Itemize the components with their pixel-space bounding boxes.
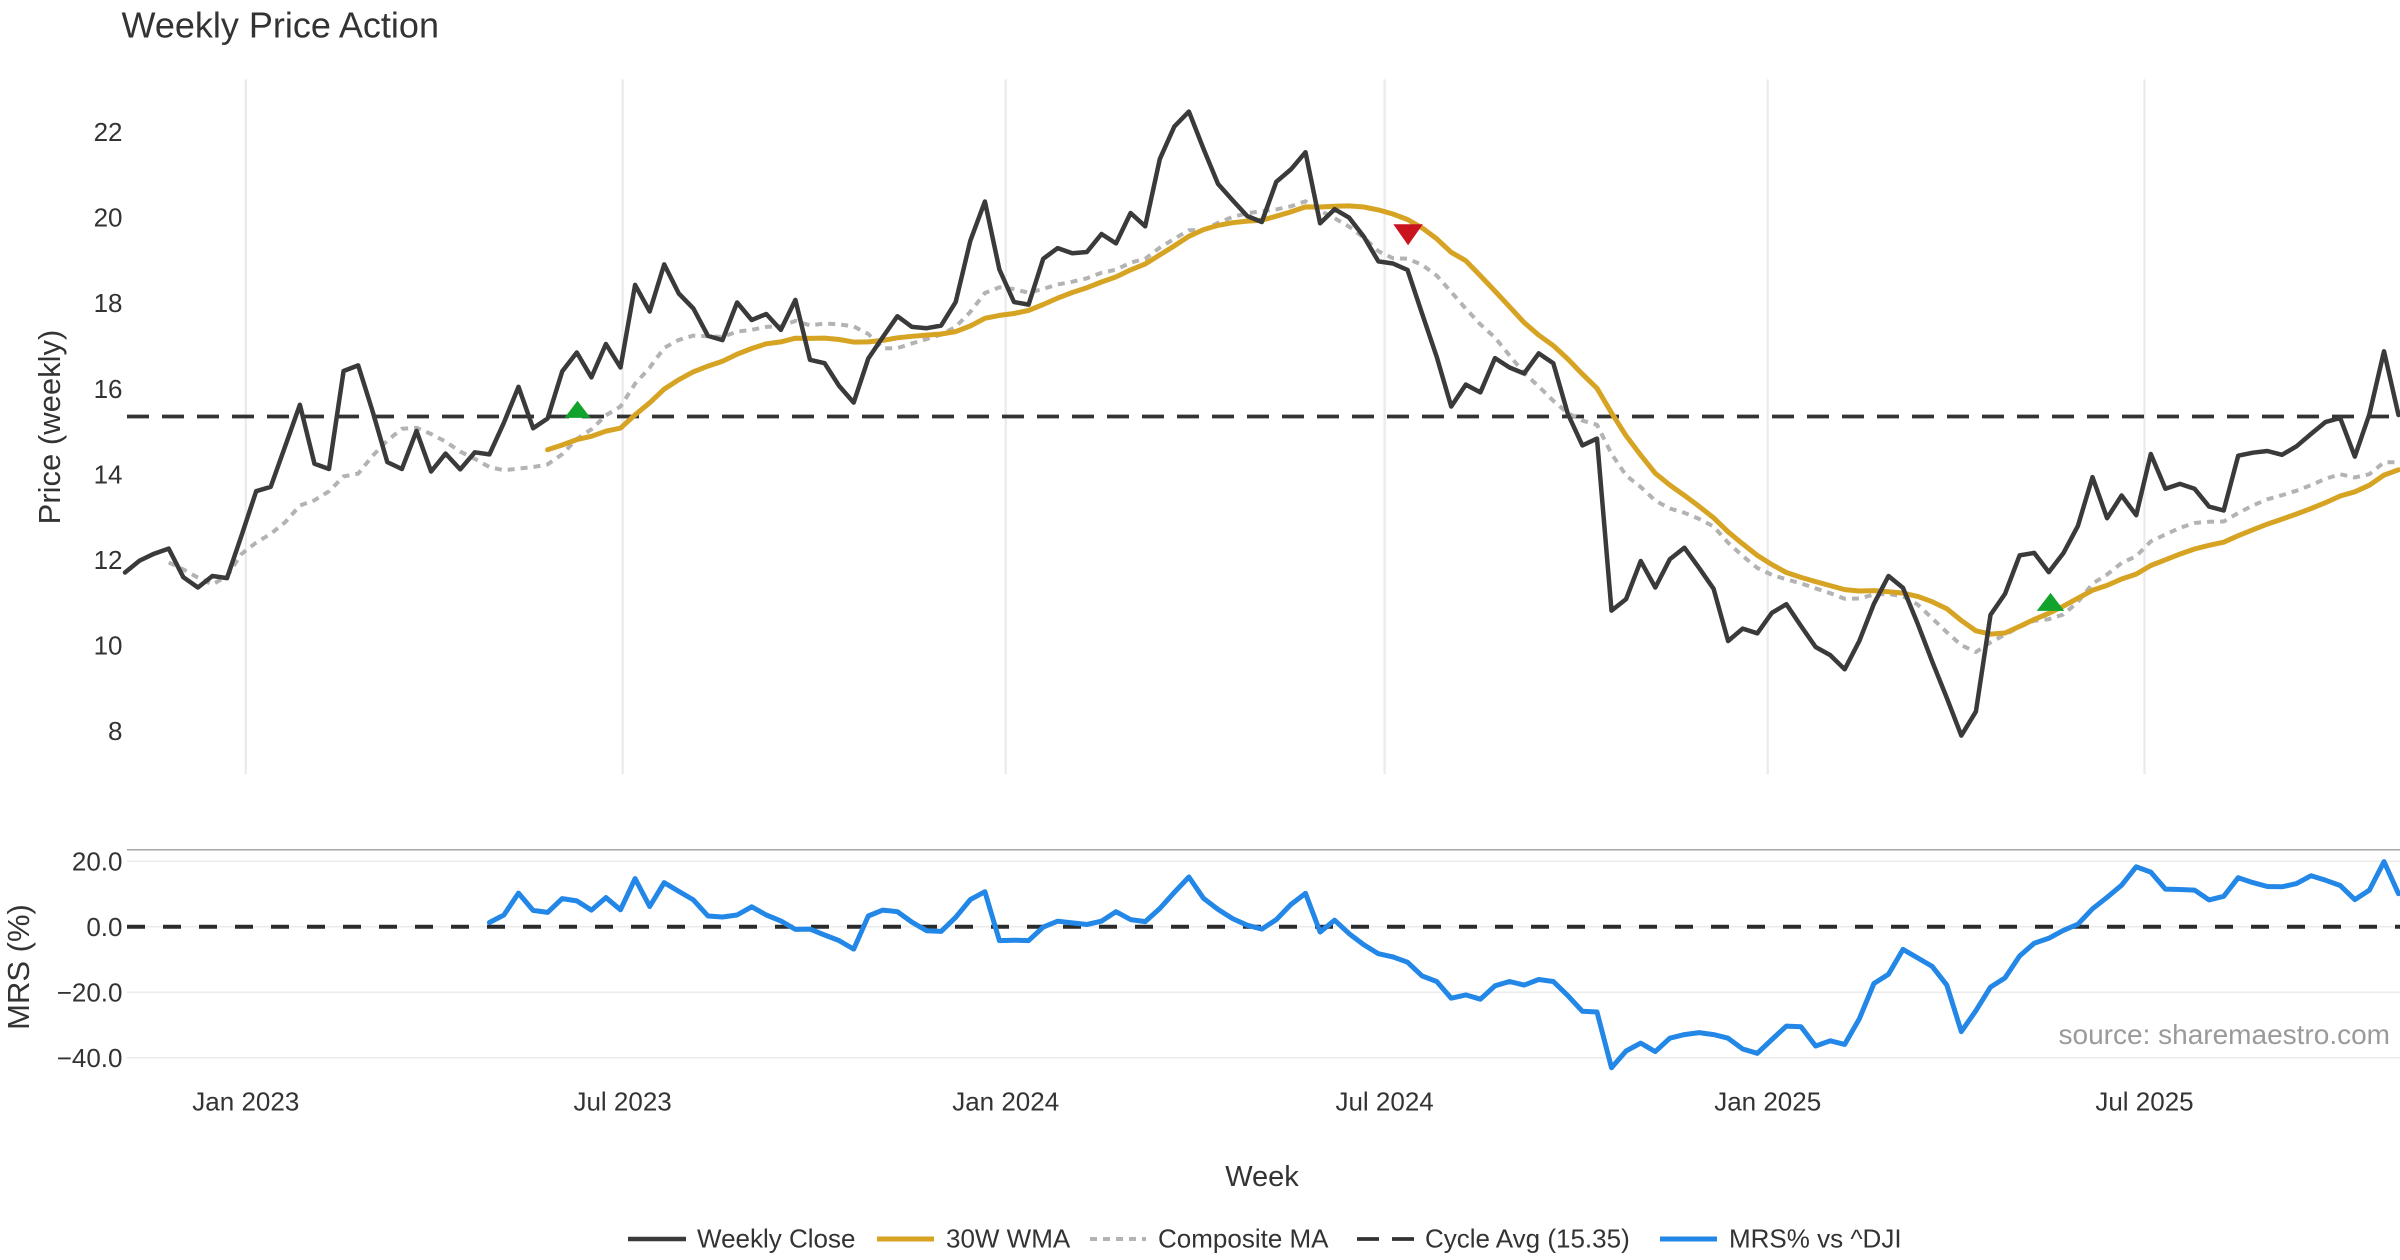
svg-text:Composite MA: Composite MA — [1158, 1224, 1329, 1254]
svg-text:10: 10 — [94, 631, 123, 661]
svg-text:Jan 2025: Jan 2025 — [1714, 1087, 1821, 1117]
svg-text:Jan 2024: Jan 2024 — [952, 1087, 1059, 1117]
svg-text:12: 12 — [94, 545, 123, 575]
svg-text:20.0: 20.0 — [72, 847, 123, 877]
svg-text:Weekly Close: Weekly Close — [697, 1224, 855, 1254]
svg-text:Jan 2023: Jan 2023 — [192, 1087, 299, 1117]
svg-text:0.0: 0.0 — [86, 912, 122, 942]
svg-text:14: 14 — [94, 459, 123, 489]
svg-text:−40.0: −40.0 — [57, 1043, 123, 1073]
svg-text:Price (weekly): Price (weekly) — [32, 330, 67, 525]
svg-text:16: 16 — [94, 374, 123, 404]
svg-text:Jul 2023: Jul 2023 — [573, 1087, 671, 1117]
svg-text:−20.0: −20.0 — [57, 978, 123, 1008]
svg-text:source: sharemaestro.com: source: sharemaestro.com — [2059, 1019, 2390, 1050]
svg-text:MRS% vs ^DJI: MRS% vs ^DJI — [1729, 1224, 1902, 1254]
svg-text:Week: Week — [1225, 1161, 1299, 1193]
svg-text:Weekly Price Action: Weekly Price Action — [122, 5, 439, 46]
svg-text:MRS (%): MRS (%) — [1, 904, 36, 1030]
svg-text:8: 8 — [108, 716, 122, 746]
svg-text:30W WMA: 30W WMA — [946, 1224, 1071, 1254]
svg-text:Jul 2025: Jul 2025 — [2095, 1087, 2193, 1117]
svg-text:Cycle Avg (15.35): Cycle Avg (15.35) — [1425, 1224, 1630, 1254]
svg-text:18: 18 — [94, 288, 123, 318]
svg-text:20: 20 — [94, 203, 123, 233]
svg-text:22: 22 — [94, 117, 123, 147]
svg-text:Jul 2024: Jul 2024 — [1335, 1087, 1433, 1117]
